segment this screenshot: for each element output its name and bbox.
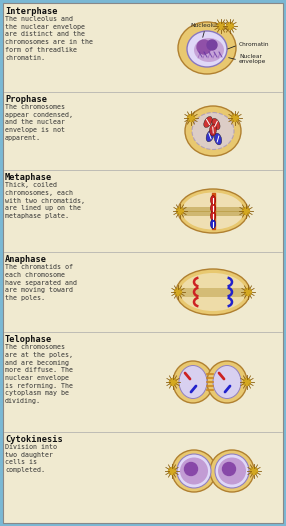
FancyBboxPatch shape [3,3,283,523]
Text: Interphase: Interphase [5,7,57,16]
Circle shape [223,462,235,476]
Ellipse shape [212,118,220,129]
Text: Telophase: Telophase [5,335,52,344]
Ellipse shape [206,130,214,142]
Text: Division into
two daughter
cells is
completed.: Division into two daughter cells is comp… [5,444,57,473]
Ellipse shape [179,366,207,399]
Ellipse shape [204,117,212,127]
Ellipse shape [207,361,247,403]
Text: Cytokinesis: Cytokinesis [5,435,63,444]
Ellipse shape [185,106,241,156]
Ellipse shape [182,193,244,229]
Ellipse shape [214,133,222,145]
Ellipse shape [194,38,224,62]
Circle shape [243,379,251,386]
Circle shape [188,115,194,122]
Ellipse shape [210,196,215,205]
Text: Chromatin: Chromatin [239,42,269,46]
Ellipse shape [172,450,216,492]
Text: Anaphase: Anaphase [5,255,47,264]
Ellipse shape [178,189,248,233]
Circle shape [251,468,257,474]
Text: The chromosomes
appear condensed,
and the nuclear
envelope is not
apparent.: The chromosomes appear condensed, and th… [5,104,73,141]
Ellipse shape [177,454,211,488]
Text: The nucleolus and
the nuclear envelope
are distinct and the
chromosomes are in t: The nucleolus and the nuclear envelope a… [5,16,93,60]
Text: Prophase: Prophase [5,95,47,104]
Ellipse shape [210,219,215,228]
Text: The chromosomes
are at the poles,
and are becoming
more diffuse. The
nuclear env: The chromosomes are at the poles, and ar… [5,344,73,404]
Text: Nucleolus: Nucleolus [190,23,219,28]
Circle shape [168,468,176,474]
Text: Nuclear
envelope: Nuclear envelope [239,54,266,64]
Ellipse shape [215,454,249,488]
Circle shape [245,288,251,296]
Circle shape [207,40,217,50]
Circle shape [174,288,182,296]
Circle shape [227,23,233,29]
Circle shape [176,207,184,215]
Ellipse shape [210,450,254,492]
Text: The chromatids of
each chromosome
have separated and
are moving toward
the poles: The chromatids of each chromosome have s… [5,264,77,301]
Circle shape [184,462,198,476]
Circle shape [231,115,239,122]
Circle shape [170,379,176,386]
Circle shape [197,40,211,54]
Text: Thick, coiled
chromosomes, each
with two chromatids,
are lined up on the
metapha: Thick, coiled chromosomes, each with two… [5,182,85,219]
Ellipse shape [209,124,217,136]
Ellipse shape [187,31,227,67]
Ellipse shape [176,269,250,315]
Ellipse shape [180,458,208,484]
Ellipse shape [192,113,234,149]
Ellipse shape [180,273,246,311]
Ellipse shape [210,211,215,220]
Ellipse shape [178,22,236,74]
Circle shape [217,23,225,29]
Ellipse shape [173,361,213,403]
Ellipse shape [213,366,241,399]
Text: Metaphase: Metaphase [5,173,52,182]
Ellipse shape [218,458,246,484]
Circle shape [243,207,249,215]
Ellipse shape [210,204,215,213]
